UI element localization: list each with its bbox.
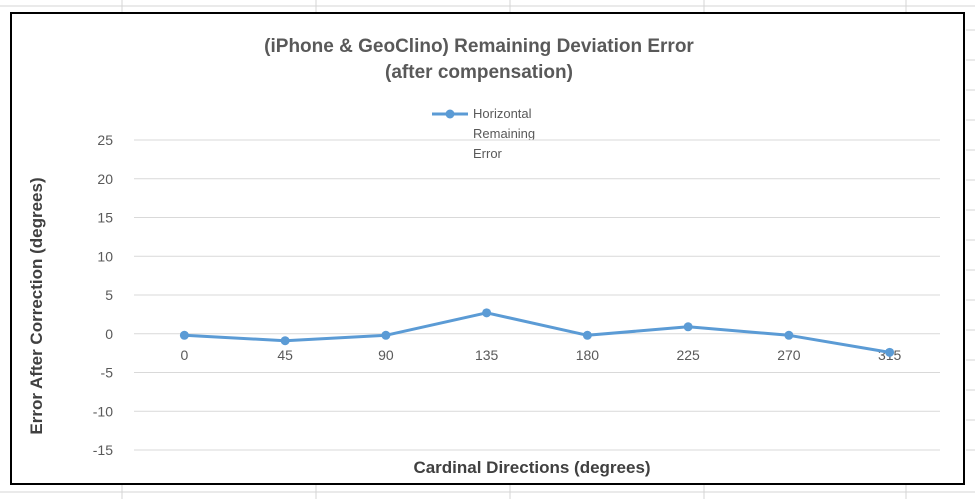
data-point [179,330,189,340]
y-tick-label: -10 [93,403,113,419]
legend-point-marker [445,109,455,119]
y-tick-labels: 25 20 15 10 5 0 -5 -10 -15 [93,132,113,458]
y-tick-label: 15 [97,210,113,226]
chart-title-line-2: (after compensation) [385,62,573,83]
series-line [184,311,890,354]
data-point [683,322,693,332]
legend-label-line-2: Remaining [473,126,535,141]
data-point [280,336,290,346]
y-tick-label: 0 [105,326,113,342]
legend-label-line-1: Horizontal [473,106,532,121]
gridlines [134,139,940,451]
chart-container[interactable]: (iPhone & GeoClino) Remaining Deviation … [10,12,965,485]
data-point [784,330,794,340]
y-tick-label: 10 [97,248,113,264]
y-tick-label: 25 [97,132,113,148]
data-series [179,308,895,357]
y-axis-title: Error After Correction (degrees) [27,177,46,434]
x-tick-label: 225 [676,347,700,363]
data-point [482,308,492,318]
x-tick-label: 0 [180,347,188,363]
y-tick-label: 20 [97,171,113,187]
x-tick-label: 270 [777,347,801,363]
y-tick-label: 5 [105,287,113,303]
legend: Horizontal Remaining Error [432,106,535,161]
line-chart: (iPhone & GeoClino) Remaining Deviation … [27,36,940,477]
data-point [885,347,895,357]
y-tick-label: -5 [101,365,114,381]
x-tick-labels: 04590135180225270315 [180,347,901,363]
x-tick-label: 90 [378,347,394,363]
x-tick-label: 135 [475,347,499,363]
data-point [381,330,391,340]
x-tick-label: 180 [576,347,600,363]
chart-title-line-1: (iPhone & GeoClino) Remaining Deviation … [264,36,694,57]
y-tick-label: -15 [93,442,113,458]
legend-label-line-3: Error [473,146,503,161]
x-axis-title: Cardinal Directions (degrees) [413,458,650,477]
data-point [582,330,592,340]
x-tick-label: 45 [277,347,293,363]
